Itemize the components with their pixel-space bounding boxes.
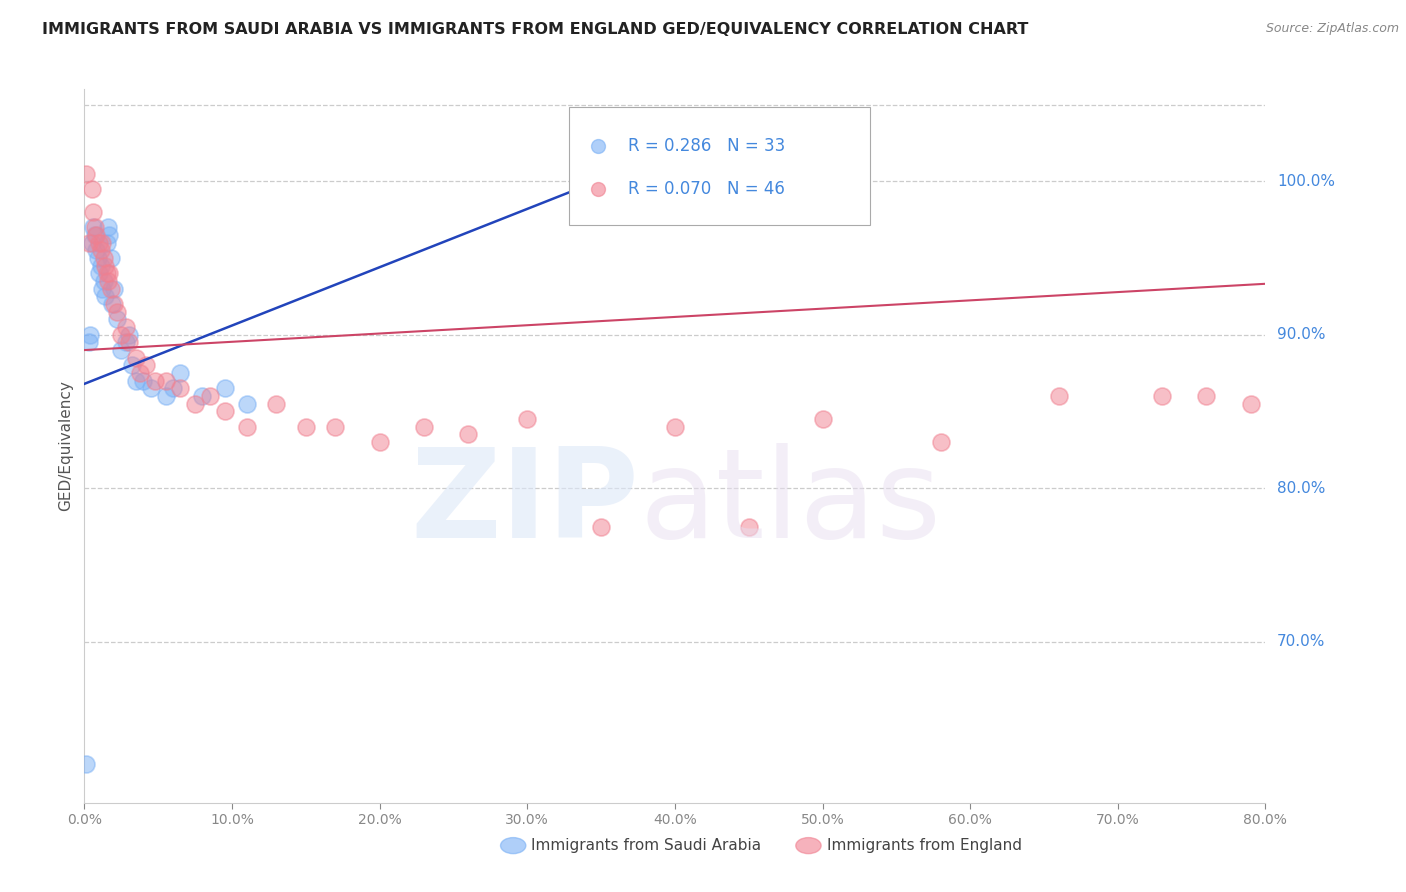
Point (80, 182, 103, 196)
Point (82, 205, 104, 219)
Point (1047, 389, 1070, 403)
Point (235, 419, 259, 434)
Point (118, 335, 141, 350)
Text: IMMIGRANTS FROM SAUDI ARABIA VS IMMIGRANTS FROM ENGLAND GED/EQUIVALENCY CORRELAT: IMMIGRANTS FROM SAUDI ARABIA VS IMMIGRAN… (42, 22, 1029, 37)
Text: 70.0%: 70.0% (1277, 634, 1326, 649)
Point (169, 381, 191, 395)
Point (98, 227, 121, 242)
Point (91, 282, 114, 296)
Point (82, 220, 104, 235)
Point (96, 266, 118, 280)
Text: 80.0%: 80.0% (1277, 481, 1326, 496)
Point (191, 389, 214, 403)
Point (132, 374, 155, 388)
Point (516, 412, 538, 426)
Point (90, 244, 112, 258)
Point (83, 220, 105, 235)
Point (91, 235, 114, 250)
Point (97, 220, 120, 235)
FancyBboxPatch shape (568, 107, 870, 225)
Text: Source: ZipAtlas.com: Source: ZipAtlas.com (1265, 22, 1399, 36)
Point (155, 374, 177, 388)
Point (118, 327, 141, 342)
Point (86, 251, 108, 265)
Point (105, 312, 128, 326)
Point (1240, 397, 1263, 411)
Point (103, 282, 125, 296)
Point (125, 351, 148, 365)
Point (214, 404, 236, 418)
Point (295, 419, 318, 434)
Point (143, 374, 166, 388)
Point (664, 419, 686, 434)
Point (80, 235, 103, 250)
Text: ZIP: ZIP (411, 442, 640, 564)
Point (413, 419, 436, 434)
Point (87, 266, 111, 280)
Y-axis label: GED/Equivalency: GED/Equivalency (58, 381, 73, 511)
Text: R = 0.070   N = 46: R = 0.070 N = 46 (627, 180, 785, 198)
Point (155, 389, 177, 403)
Point (139, 381, 162, 395)
Point (114, 320, 136, 334)
Point (368, 435, 391, 450)
Point (75, 757, 97, 772)
Point (96, 235, 118, 250)
Point (84, 227, 107, 242)
Text: 100.0%: 100.0% (1277, 174, 1336, 189)
Point (591, 519, 613, 533)
Point (129, 366, 152, 380)
Point (323, 419, 347, 434)
Point (198, 389, 221, 403)
Point (93, 251, 115, 265)
Point (94, 289, 117, 303)
Point (83, 227, 105, 242)
Point (162, 381, 184, 395)
Point (184, 397, 207, 411)
Point (98, 266, 121, 280)
Point (235, 397, 259, 411)
Point (811, 412, 834, 426)
Point (110, 343, 132, 357)
Point (79, 327, 101, 342)
Point (169, 366, 191, 380)
Point (716, 297, 738, 311)
Text: atlas: atlas (640, 442, 942, 564)
Point (264, 397, 288, 411)
Text: Immigrants from Saudi Arabia: Immigrants from Saudi Arabia (531, 838, 762, 853)
Point (457, 427, 479, 442)
Text: 90.0%: 90.0% (1277, 327, 1326, 343)
Point (93, 274, 115, 288)
Point (103, 297, 125, 311)
Point (135, 359, 157, 373)
Text: R = 0.286   N = 33: R = 0.286 N = 33 (627, 137, 785, 155)
Point (1195, 389, 1218, 403)
Point (121, 359, 143, 373)
Point (125, 374, 148, 388)
Point (738, 519, 761, 533)
Point (114, 335, 136, 350)
Point (77, 235, 100, 250)
Point (716, 389, 738, 403)
Point (94, 259, 117, 273)
Point (77, 335, 100, 350)
Point (84, 244, 107, 258)
Text: Immigrants from England: Immigrants from England (827, 838, 1022, 853)
Point (87, 235, 111, 250)
Point (100, 282, 122, 296)
Point (75, 167, 97, 181)
Point (929, 435, 952, 450)
Point (90, 259, 112, 273)
Point (105, 304, 128, 318)
Point (214, 381, 236, 395)
Point (97, 274, 120, 288)
Point (100, 251, 122, 265)
Point (1150, 389, 1173, 403)
Point (101, 297, 124, 311)
Point (110, 327, 132, 342)
